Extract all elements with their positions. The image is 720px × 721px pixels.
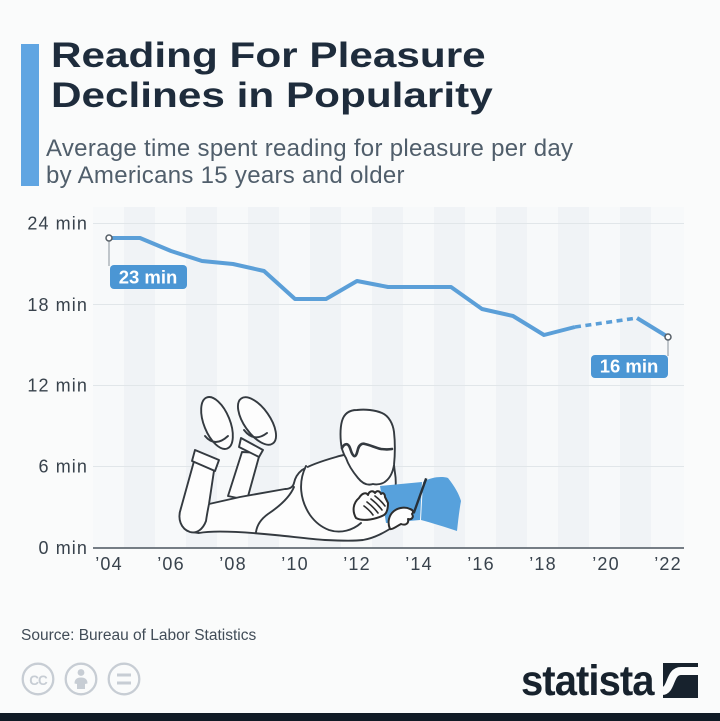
svg-text:’10: ’10 [281, 554, 309, 574]
svg-text:’16: ’16 [467, 554, 495, 574]
svg-text:23 min: 23 min [119, 267, 178, 288]
svg-text:’18: ’18 [529, 554, 557, 574]
svg-text:’12: ’12 [343, 554, 371, 574]
svg-text:16 min: 16 min [600, 356, 659, 377]
svg-text:’14: ’14 [405, 554, 433, 574]
svg-text:’06: ’06 [157, 554, 185, 574]
svg-text:0 min: 0 min [38, 538, 88, 558]
svg-text:24 min: 24 min [27, 214, 88, 234]
svg-text:’20: ’20 [592, 554, 620, 574]
svg-text:18 min: 18 min [27, 295, 88, 315]
svg-text:CC: CC [29, 673, 48, 688]
svg-text:12 min: 12 min [27, 376, 88, 396]
svg-text:’22: ’22 [654, 554, 682, 574]
svg-text:6 min: 6 min [38, 457, 88, 477]
svg-text:’08: ’08 [219, 554, 247, 574]
svg-text:’04: ’04 [95, 554, 123, 574]
